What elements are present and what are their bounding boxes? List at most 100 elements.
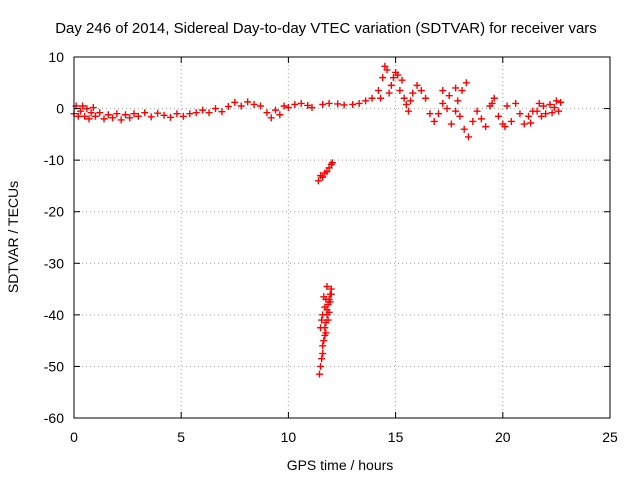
data-point bbox=[368, 94, 376, 102]
data-point bbox=[325, 308, 333, 316]
data-point bbox=[231, 98, 239, 106]
data-point bbox=[130, 110, 138, 118]
data-point bbox=[297, 99, 305, 107]
data-point bbox=[263, 109, 271, 117]
data-point bbox=[460, 125, 468, 133]
data-point bbox=[100, 115, 108, 123]
data-point bbox=[349, 100, 357, 108]
y-tick-label: -40 bbox=[44, 307, 64, 323]
data-point bbox=[237, 102, 245, 110]
data-point bbox=[355, 99, 363, 107]
data-point bbox=[192, 109, 200, 117]
data-point bbox=[525, 112, 533, 120]
data-point bbox=[413, 81, 421, 89]
data-point bbox=[327, 160, 335, 168]
data-point bbox=[495, 112, 503, 120]
data-point bbox=[501, 123, 509, 131]
x-tick-label: 25 bbox=[602, 429, 618, 445]
data-point bbox=[550, 104, 558, 112]
data-point bbox=[81, 112, 89, 120]
data-point bbox=[488, 99, 496, 107]
data-point bbox=[291, 100, 299, 108]
data-point bbox=[267, 114, 275, 122]
data-point bbox=[383, 66, 391, 74]
data-point bbox=[320, 337, 328, 345]
data-point bbox=[552, 97, 560, 105]
y-tick-label: 0 bbox=[56, 101, 64, 117]
data-point bbox=[272, 106, 280, 114]
data-point bbox=[462, 79, 470, 87]
data-point bbox=[340, 101, 348, 109]
data-point bbox=[322, 329, 330, 337]
data-point bbox=[147, 113, 155, 121]
data-point bbox=[244, 98, 252, 106]
data-point bbox=[535, 99, 543, 107]
x-tick-label: 5 bbox=[177, 429, 185, 445]
data-point bbox=[430, 117, 438, 125]
data-point bbox=[458, 87, 466, 95]
data-point bbox=[464, 133, 472, 141]
data-point bbox=[325, 164, 333, 172]
data-point bbox=[404, 107, 412, 115]
data-point bbox=[276, 111, 284, 119]
data-point bbox=[179, 112, 187, 120]
data-point bbox=[482, 123, 490, 131]
data-point bbox=[205, 109, 213, 117]
data-point bbox=[319, 173, 327, 181]
data-point bbox=[398, 76, 406, 84]
x-axis-label: GPS time / hours bbox=[287, 457, 394, 473]
data-point bbox=[83, 105, 91, 113]
data-point bbox=[173, 110, 181, 118]
data-point bbox=[109, 114, 117, 122]
y-tick-label: -20 bbox=[44, 204, 64, 220]
data-point bbox=[314, 177, 322, 185]
data-point bbox=[516, 110, 524, 118]
data-point bbox=[308, 104, 316, 112]
y-tick-label: -60 bbox=[44, 410, 64, 426]
data-point bbox=[319, 311, 327, 319]
data-point bbox=[527, 119, 535, 127]
data-point bbox=[76, 107, 84, 115]
data-point bbox=[374, 87, 382, 95]
data-point bbox=[546, 100, 554, 108]
data-point bbox=[154, 109, 162, 117]
data-point bbox=[74, 112, 82, 120]
data-point bbox=[199, 106, 207, 114]
data-point bbox=[224, 103, 232, 111]
data-point bbox=[402, 100, 410, 108]
data-point bbox=[426, 110, 434, 118]
data-point bbox=[507, 117, 515, 125]
data-point bbox=[385, 89, 393, 97]
data-point bbox=[319, 342, 327, 350]
data-point bbox=[117, 116, 125, 124]
data-point bbox=[533, 107, 541, 115]
data-point bbox=[503, 102, 511, 110]
data-point bbox=[325, 99, 333, 107]
data-point bbox=[362, 97, 370, 105]
data-point bbox=[477, 115, 485, 123]
data-point bbox=[328, 159, 336, 167]
data-point bbox=[280, 102, 288, 110]
data-point bbox=[452, 107, 460, 115]
y-axis-label: SDTVAR / TECUs bbox=[5, 181, 21, 293]
data-point bbox=[327, 290, 335, 298]
x-tick-label: 0 bbox=[70, 429, 78, 445]
x-tick-label: 15 bbox=[388, 429, 404, 445]
data-point bbox=[439, 87, 447, 95]
data-point bbox=[284, 104, 292, 112]
data-point bbox=[557, 98, 565, 106]
data-point bbox=[186, 110, 194, 118]
axes: 0 5 10 15 20 25 10 0 -10 -20 -30 -40 -50 -60 bbox=[44, 49, 618, 445]
data-point bbox=[320, 293, 328, 301]
data-point bbox=[381, 62, 389, 70]
data-point bbox=[445, 92, 453, 100]
data-point bbox=[257, 102, 265, 110]
data-point bbox=[422, 94, 430, 102]
chart-title: Day 246 of 2014, Sidereal Day-to-day VTE… bbox=[55, 20, 597, 37]
data-point bbox=[323, 282, 331, 290]
data-point bbox=[443, 105, 451, 113]
data-point bbox=[548, 109, 556, 117]
data-point bbox=[89, 104, 97, 112]
data-point bbox=[447, 120, 455, 128]
data-point bbox=[96, 109, 104, 117]
